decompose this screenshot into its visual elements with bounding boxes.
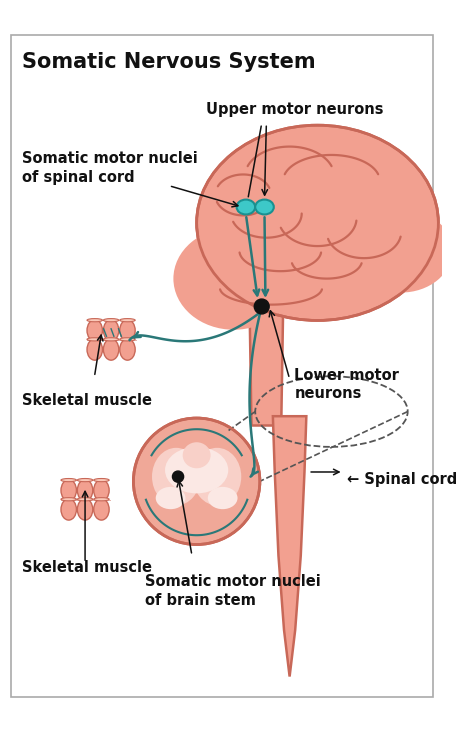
Ellipse shape (193, 448, 241, 506)
Ellipse shape (94, 498, 109, 501)
Ellipse shape (133, 418, 260, 545)
Text: Somatic motor nuclei
of brain stem: Somatic motor nuclei of brain stem (146, 575, 321, 608)
Ellipse shape (61, 498, 76, 520)
Polygon shape (273, 417, 306, 676)
Polygon shape (250, 311, 283, 425)
Ellipse shape (87, 339, 102, 360)
Text: Lower motor
neurons: Lower motor neurons (294, 368, 399, 401)
Ellipse shape (61, 479, 76, 482)
Ellipse shape (103, 320, 119, 341)
Text: Somatic Nervous System: Somatic Nervous System (22, 52, 316, 72)
Ellipse shape (94, 498, 109, 520)
Ellipse shape (173, 471, 183, 482)
Ellipse shape (87, 337, 102, 341)
Ellipse shape (182, 442, 210, 468)
Ellipse shape (165, 447, 228, 493)
Ellipse shape (77, 479, 93, 482)
Ellipse shape (350, 209, 452, 293)
Ellipse shape (77, 479, 93, 501)
Ellipse shape (173, 228, 294, 329)
Ellipse shape (103, 318, 119, 322)
Ellipse shape (103, 337, 119, 341)
Ellipse shape (87, 320, 102, 341)
Text: Skeletal muscle: Skeletal muscle (22, 393, 152, 408)
Ellipse shape (94, 479, 109, 482)
Ellipse shape (120, 318, 135, 322)
Ellipse shape (120, 337, 135, 341)
Ellipse shape (152, 448, 201, 506)
Ellipse shape (120, 339, 135, 360)
Text: Upper motor neurons: Upper motor neurons (206, 102, 383, 117)
Text: Skeletal muscle: Skeletal muscle (22, 560, 152, 575)
Ellipse shape (77, 498, 93, 501)
Ellipse shape (61, 479, 76, 501)
Ellipse shape (120, 320, 135, 341)
Ellipse shape (237, 200, 255, 214)
Ellipse shape (87, 318, 102, 322)
Ellipse shape (197, 125, 438, 321)
Text: Somatic motor nuclei
of spinal cord: Somatic motor nuclei of spinal cord (22, 152, 198, 184)
Ellipse shape (61, 498, 76, 501)
Ellipse shape (94, 479, 109, 501)
Ellipse shape (156, 487, 185, 509)
Ellipse shape (254, 299, 269, 314)
Ellipse shape (77, 498, 93, 520)
Ellipse shape (255, 200, 274, 214)
Text: ← Spinal cord: ← Spinal cord (347, 472, 457, 487)
Ellipse shape (103, 339, 119, 360)
Ellipse shape (208, 487, 237, 509)
